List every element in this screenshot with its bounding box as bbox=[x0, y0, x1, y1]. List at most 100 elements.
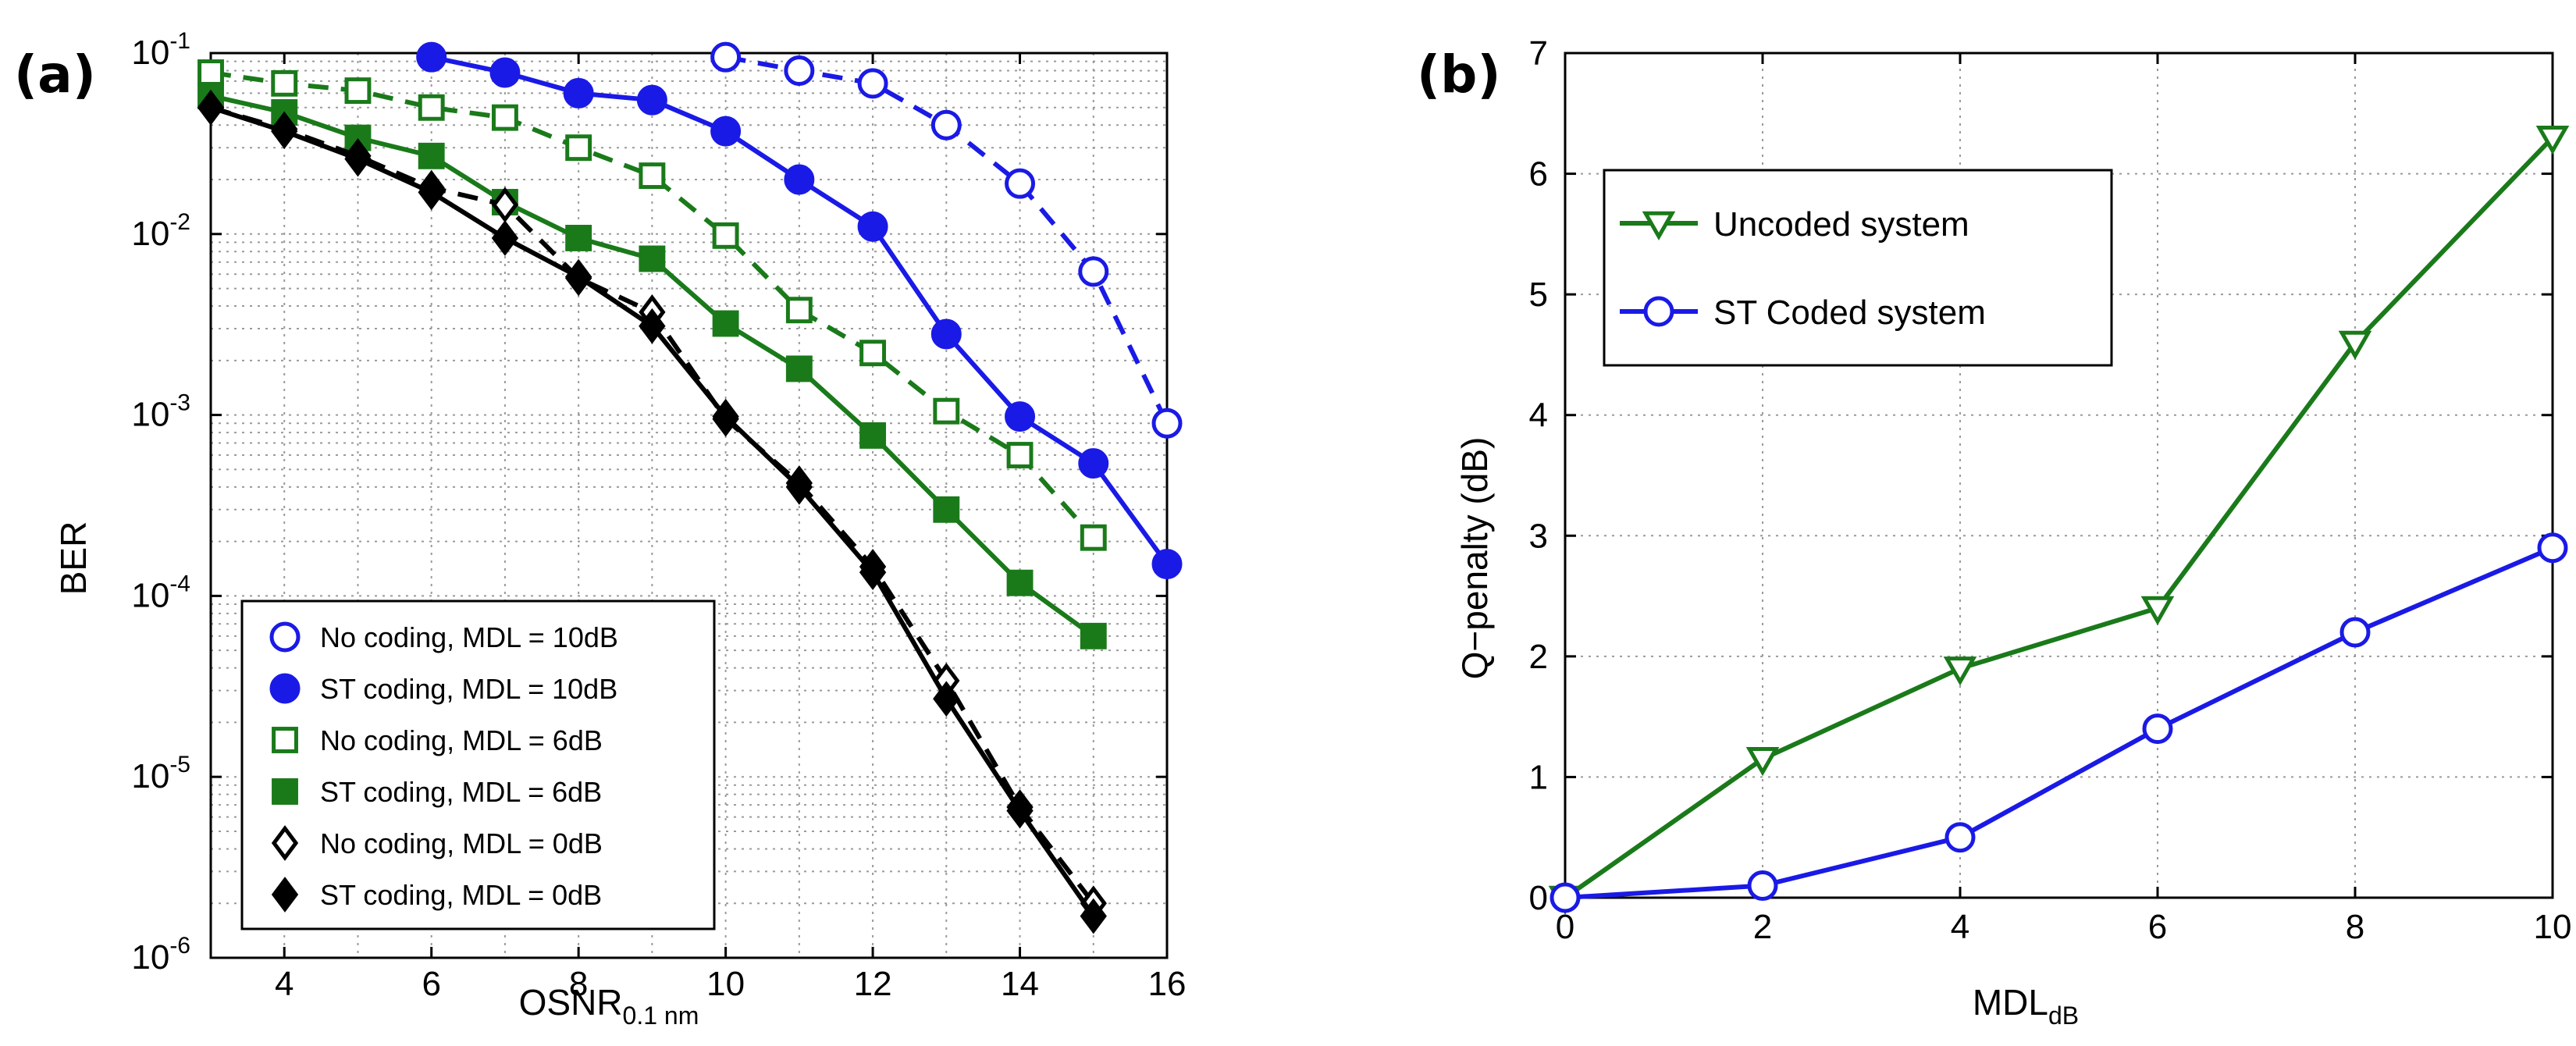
data-point bbox=[565, 225, 592, 251]
data-point bbox=[857, 68, 888, 99]
legend-label: No coding, MDL = 10dB bbox=[320, 621, 618, 653]
legend-label: ST coding, MDL = 10dB bbox=[320, 673, 617, 705]
legend-marker bbox=[271, 825, 299, 861]
data-point bbox=[491, 104, 518, 131]
data-point bbox=[2339, 617, 2371, 648]
panel-a-legend: No coding, MDL = 10dB ST coding, MDL = 10… bbox=[240, 599, 716, 930]
legend-marker bbox=[1643, 296, 1674, 327]
data-point bbox=[933, 681, 960, 717]
data-point bbox=[418, 174, 445, 211]
panel-a-ytick-base: 10 bbox=[131, 576, 169, 614]
data-point bbox=[1944, 822, 1976, 853]
panel-a-xlabel-main: OSNR bbox=[519, 982, 623, 1023]
legend-label: ST coding, MDL = 6dB bbox=[320, 776, 602, 808]
panel-a-ytick-base: 10 bbox=[131, 215, 169, 253]
series-no-coding-mdl-6db bbox=[197, 59, 1107, 551]
series-st-coding-mdl-10db bbox=[416, 41, 1183, 580]
panel-a-ytick-exp: -6 bbox=[169, 933, 190, 959]
data-point bbox=[271, 113, 298, 149]
panel-b-xlabel-sub: dB bbox=[2048, 1002, 2079, 1030]
data-point bbox=[2537, 532, 2568, 564]
data-point bbox=[712, 222, 739, 249]
panel-b-xlabel-main: MDL bbox=[1973, 982, 2048, 1023]
panel-a-ytick-base: 10 bbox=[131, 757, 169, 795]
data-point bbox=[197, 89, 225, 126]
data-point bbox=[712, 310, 739, 337]
data-point bbox=[1006, 792, 1034, 829]
data-point bbox=[1006, 569, 1034, 596]
data-point bbox=[565, 258, 592, 295]
data-point bbox=[344, 77, 372, 105]
panel-b-legend-box bbox=[1603, 169, 2113, 367]
legend-marker bbox=[272, 778, 298, 805]
panel-a-ytick-base: 10 bbox=[131, 34, 169, 72]
data-point bbox=[784, 164, 815, 195]
data-point bbox=[930, 318, 962, 350]
data-point bbox=[639, 162, 666, 190]
legend-marker bbox=[269, 621, 301, 653]
data-point bbox=[785, 355, 813, 382]
data-point bbox=[2338, 330, 2372, 361]
panel-b-xtick-label: 6 bbox=[2148, 908, 2167, 946]
data-point bbox=[859, 340, 887, 367]
data-point bbox=[1080, 622, 1107, 649]
panel-b-ytick-label: 6 bbox=[1529, 155, 1548, 194]
legend-marker bbox=[269, 673, 301, 704]
panel-b-ytick-label: 2 bbox=[1529, 638, 1548, 676]
panel-a-legend-box bbox=[240, 599, 716, 930]
data-point bbox=[1078, 256, 1109, 287]
data-point bbox=[2140, 596, 2175, 626]
data-point bbox=[1080, 524, 1107, 551]
data-point bbox=[1078, 448, 1109, 479]
panel-a-xtick-label: 10 bbox=[706, 965, 745, 1003]
data-point bbox=[933, 397, 960, 425]
data-point bbox=[491, 187, 519, 223]
data-point bbox=[859, 554, 887, 591]
panel-a-axes-box bbox=[209, 52, 1169, 959]
panel-b-ylabel: Q−penalty (dB) bbox=[1454, 437, 1495, 680]
panel-a-xtick-label: 8 bbox=[569, 965, 588, 1003]
data-point bbox=[565, 134, 592, 162]
data-point bbox=[639, 308, 666, 344]
panel-b-xtick-label: 2 bbox=[1753, 908, 1772, 946]
data-point bbox=[636, 84, 667, 116]
panel-a-xlabel: OSNR0.1 nm bbox=[519, 982, 699, 1030]
panel-b-ytick-label: 4 bbox=[1529, 397, 1548, 435]
data-point bbox=[418, 142, 445, 169]
panel-a-xtick-label: 12 bbox=[854, 965, 892, 1003]
legend-marker bbox=[272, 727, 298, 753]
data-point bbox=[785, 297, 813, 324]
series-st-coded-system bbox=[1550, 532, 2568, 913]
panel-b-ytick-label: 5 bbox=[1529, 276, 1548, 314]
data-point bbox=[1151, 549, 1183, 580]
panel-b-ytick-label: 1 bbox=[1529, 758, 1548, 796]
panel-a-ytick-exp: -3 bbox=[169, 390, 190, 416]
data-point bbox=[933, 496, 960, 523]
series-line bbox=[1564, 136, 2555, 900]
panel-b-label: (b) bbox=[1417, 44, 1501, 105]
data-point bbox=[859, 422, 887, 449]
panel-a-label: (a) bbox=[14, 44, 96, 105]
data-point bbox=[1006, 442, 1034, 468]
data-point bbox=[1080, 898, 1107, 934]
panel-a-ylabel: BER bbox=[53, 521, 94, 596]
panel-a-ytick-label: 10-4 bbox=[131, 571, 190, 614]
panel-a-ytick-exp: -1 bbox=[169, 28, 190, 54]
panel-a-ytick-label: 10-2 bbox=[131, 209, 190, 253]
panel-a-xtick-label: 16 bbox=[1148, 965, 1187, 1003]
data-point bbox=[1747, 870, 1778, 902]
panel-a-xlabel-sub: 0.1 nm bbox=[623, 1002, 699, 1030]
data-point bbox=[563, 77, 594, 109]
data-point bbox=[930, 109, 962, 141]
data-point bbox=[489, 57, 521, 88]
panel-a-ytick-label: 10-3 bbox=[131, 390, 190, 434]
data-point bbox=[197, 59, 224, 86]
data-point bbox=[784, 55, 815, 86]
legend-marker bbox=[271, 877, 299, 913]
panel-b-xtick-label: 8 bbox=[2346, 908, 2364, 946]
data-point bbox=[1005, 168, 1036, 199]
data-point bbox=[785, 468, 813, 505]
